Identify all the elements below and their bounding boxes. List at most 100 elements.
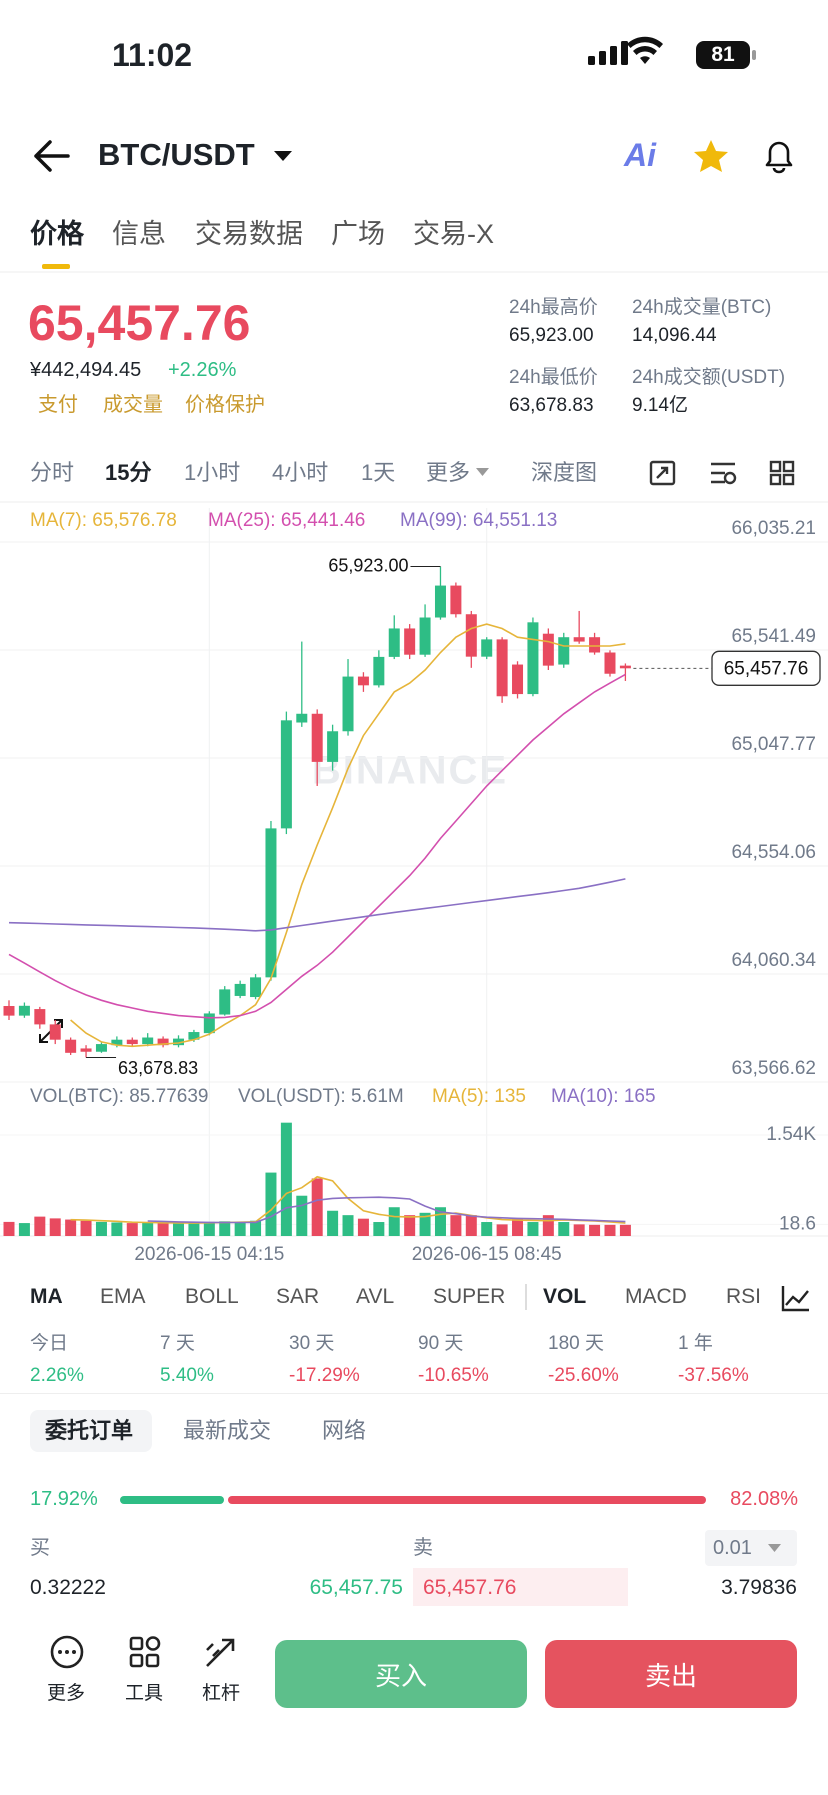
candle-body (496, 639, 508, 697)
interval[interactable]: 15分 (105, 460, 152, 485)
tab[interactable]: 信息 (112, 219, 166, 249)
period-label: 90 天 (418, 1333, 464, 1354)
pair-dropdown[interactable] (274, 151, 292, 161)
indicator[interactable]: SAR (276, 1285, 320, 1308)
interval[interactable]: 4小时 (272, 460, 329, 485)
y-tick-label: 64,060.34 (731, 950, 816, 971)
kline-chart: BINANCE 66,035.21 65,541.49 65,047.77 64,554… (0, 36, 828, 1265)
candle-body (265, 828, 277, 978)
volume-bar (111, 1222, 123, 1236)
interval[interactable]: 1天 (361, 460, 396, 485)
indicator[interactable]: AVL (356, 1285, 395, 1308)
y-tick-label: 66,035.21 (731, 518, 816, 539)
legend-entry: MA(25): 65,441.46 (208, 510, 365, 531)
candle-body (203, 1013, 215, 1034)
ask-qty: 3.79836 (721, 1576, 797, 1599)
book-tab[interactable]: 最新成交 (183, 1418, 272, 1443)
candle-body (126, 1039, 138, 1045)
candle-body (342, 676, 354, 732)
back-icon[interactable] (34, 140, 70, 172)
volume-bar (250, 1220, 262, 1236)
indicator[interactable]: BOLL (185, 1285, 239, 1308)
more-dropdown[interactable] (476, 468, 489, 476)
candle-body (234, 983, 246, 996)
candle-body (18, 1005, 30, 1016)
indicator[interactable]: SUPER (433, 1285, 506, 1308)
ma-line (70, 623, 626, 1048)
stat-value: 14,096.44 (632, 325, 717, 346)
volume-bar (357, 1218, 369, 1236)
book-tab[interactable]: 网络 (322, 1418, 367, 1443)
sell-button[interactable]: 卖出 (545, 1640, 797, 1708)
bell-icon[interactable] (765, 141, 793, 174)
precision-dropdown (768, 1544, 781, 1552)
tag[interactable]: 价格保护 (185, 394, 265, 416)
candle-body (250, 977, 262, 998)
interval[interactable]: 1小时 (184, 460, 241, 485)
volume-legend: VOL(USDT): 5.61M (238, 1086, 404, 1107)
candle-body (49, 1024, 61, 1040)
interval[interactable]: 更多 (426, 460, 471, 485)
volume-bar (80, 1220, 92, 1236)
volume-bar (327, 1210, 339, 1236)
candle-body (111, 1039, 123, 1046)
sell-header: 卖 (413, 1537, 433, 1559)
tab[interactable]: 交易-X (413, 219, 494, 249)
tool-label[interactable]: 更多 (47, 1683, 86, 1704)
tool-label[interactable]: 杠杆 (202, 1683, 241, 1704)
buy-button[interactable]: 买入 (275, 1640, 527, 1708)
volume-bar (542, 1215, 554, 1236)
candle-body (173, 1038, 185, 1046)
favorite-icon[interactable] (694, 140, 728, 172)
indicator[interactable]: MA (30, 1285, 63, 1308)
precision-box[interactable] (705, 1530, 797, 1566)
ratio-buy (120, 1496, 225, 1504)
candle-body (465, 614, 477, 657)
volume-bar (558, 1222, 570, 1236)
tag[interactable]: 支付 (38, 394, 78, 416)
candle-body (157, 1038, 169, 1046)
stat-label: 24h最低价 (509, 367, 598, 388)
candle-body (558, 637, 570, 665)
chart-tools[interactable] (649, 460, 795, 486)
period-change: 5.40% (160, 1365, 214, 1386)
volume-bar (49, 1218, 61, 1236)
stat-value: 9.14亿 (632, 395, 688, 416)
interval[interactable]: 分时 (30, 460, 75, 485)
candle-body (450, 585, 462, 615)
ma-line (8, 673, 626, 1019)
interval[interactable]: 深度图 (531, 460, 598, 485)
indicator[interactable]: MACD (625, 1285, 687, 1308)
watermark: BINANCE (312, 749, 508, 793)
tab[interactable]: 交易数据 (195, 219, 303, 249)
tab[interactable]: 价格 (30, 219, 84, 249)
volume-bar (18, 1223, 30, 1236)
candle-body (388, 628, 400, 657)
ratio-sell (228, 1496, 706, 1504)
tool-icons (50, 1635, 235, 1669)
candle-body (80, 1048, 92, 1052)
legend-entry: MA(7): 65,576.78 (30, 510, 177, 531)
tool-label[interactable]: 工具 (125, 1683, 164, 1704)
tab-indicator (42, 264, 70, 269)
volume-bar (296, 1195, 308, 1236)
tab[interactable]: 广场 (331, 219, 385, 249)
book-tab[interactable]: 委托订单 (45, 1418, 134, 1443)
indicator-settings[interactable] (770, 1278, 828, 1318)
pair-title[interactable]: BTC/USDT (98, 137, 255, 172)
indicator[interactable]: VOL (543, 1285, 587, 1308)
precision[interactable]: 0.01 (713, 1537, 752, 1559)
price-tag-label: 65,457.76 (724, 658, 809, 679)
volume-bar (404, 1215, 416, 1236)
sell-ratio: 82.08% (730, 1488, 798, 1510)
stat-label: 24h成交额(USDT) (632, 367, 786, 388)
tag[interactable]: 成交量 (103, 394, 163, 416)
ma-line (8, 878, 626, 932)
indicator[interactable]: RSI (726, 1285, 762, 1308)
indicator[interactable]: EMA (100, 1285, 146, 1308)
ai-button[interactable]: Ai (624, 137, 656, 173)
candle-body (373, 656, 385, 686)
x-tick-label: 2026-06-15 08:45 (412, 1244, 562, 1265)
